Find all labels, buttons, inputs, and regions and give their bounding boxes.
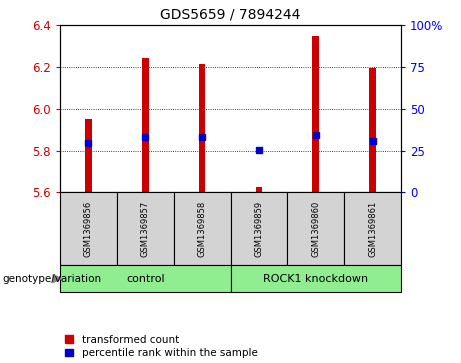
Text: GSM1369857: GSM1369857 [141,201,150,257]
Bar [313,36,319,192]
Bar [344,192,401,265]
Bar [117,192,174,265]
Text: ROCK1 knockdown: ROCK1 knockdown [263,274,368,284]
Bar [255,187,262,192]
Legend: transformed count, percentile rank within the sample: transformed count, percentile rank withi… [65,335,258,358]
Bar [230,192,287,265]
Bar [85,119,92,192]
Bar [199,64,206,192]
Bar [230,265,401,292]
Text: GSM1369859: GSM1369859 [254,201,263,257]
Text: genotype/variation: genotype/variation [2,274,101,284]
Bar [60,192,117,265]
Bar [287,192,344,265]
Title: GDS5659 / 7894244: GDS5659 / 7894244 [160,8,301,21]
Bar [174,192,230,265]
Polygon shape [53,275,61,282]
Bar [369,68,376,192]
Text: GSM1369856: GSM1369856 [84,201,93,257]
Text: GSM1369861: GSM1369861 [368,201,377,257]
Bar [142,58,148,192]
Text: GSM1369860: GSM1369860 [311,201,320,257]
Text: control: control [126,274,165,284]
Bar [60,265,230,292]
Text: GSM1369858: GSM1369858 [198,201,207,257]
